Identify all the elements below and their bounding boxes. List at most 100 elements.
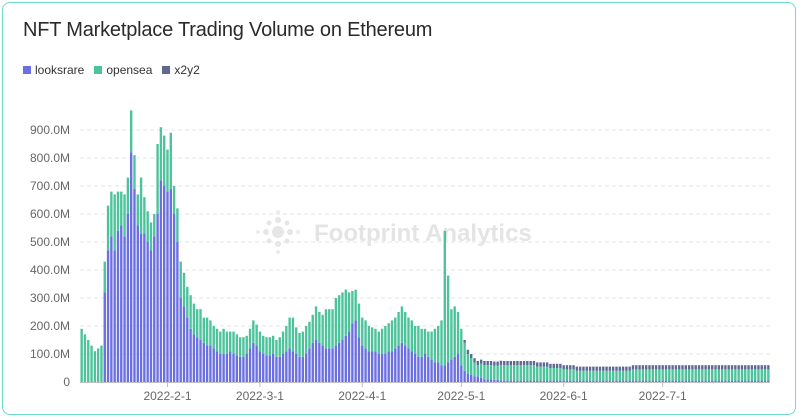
bar-opensea[interactable] bbox=[196, 309, 199, 338]
bar-looksrare[interactable] bbox=[328, 348, 331, 382]
bar-opensea[interactable] bbox=[347, 292, 351, 332]
bar-looksrare[interactable] bbox=[390, 351, 394, 382]
bar-looksrare[interactable] bbox=[450, 359, 453, 382]
bar-opensea[interactable] bbox=[592, 370, 595, 381]
bar-opensea[interactable] bbox=[407, 317, 410, 349]
bar-opensea[interactable] bbox=[621, 370, 625, 381]
bar-x2y2[interactable] bbox=[691, 365, 694, 370]
bar-opensea[interactable] bbox=[516, 365, 519, 381]
bar-looksrare[interactable] bbox=[380, 354, 384, 382]
bar-opensea[interactable] bbox=[222, 328, 225, 354]
bar-opensea[interactable] bbox=[331, 309, 334, 349]
bar-looksrare[interactable] bbox=[737, 380, 740, 382]
bar-x2y2[interactable] bbox=[654, 365, 658, 370]
bar-opensea[interactable] bbox=[453, 306, 456, 357]
bar-x2y2[interactable] bbox=[704, 365, 707, 370]
bar-looksrare[interactable] bbox=[463, 370, 466, 382]
bar-x2y2[interactable] bbox=[549, 363, 552, 368]
bar-looksrare[interactable] bbox=[466, 373, 470, 382]
bar-x2y2[interactable] bbox=[760, 365, 763, 370]
bar-looksrare[interactable] bbox=[668, 380, 671, 382]
bar-looksrare[interactable] bbox=[106, 250, 110, 382]
bar-opensea[interactable] bbox=[460, 328, 463, 366]
bar-looksrare[interactable] bbox=[496, 379, 499, 382]
bar-x2y2[interactable] bbox=[714, 365, 717, 370]
bar-opensea[interactable] bbox=[720, 369, 724, 381]
bar-looksrare[interactable] bbox=[529, 380, 532, 382]
bar-x2y2[interactable] bbox=[635, 365, 638, 370]
bar-x2y2[interactable] bbox=[740, 365, 744, 370]
bar-looksrare[interactable] bbox=[156, 214, 159, 382]
bar-looksrare[interactable] bbox=[545, 380, 549, 382]
bar-opensea[interactable] bbox=[767, 369, 770, 381]
bar-looksrare[interactable] bbox=[526, 380, 529, 382]
bar-looksrare[interactable] bbox=[539, 380, 542, 382]
bar-opensea[interactable] bbox=[245, 335, 248, 354]
bar-opensea[interactable] bbox=[380, 328, 384, 354]
bar-looksrare[interactable] bbox=[453, 356, 456, 382]
bar-looksrare[interactable] bbox=[311, 342, 314, 382]
bar-opensea[interactable] bbox=[565, 369, 569, 381]
bar-opensea[interactable] bbox=[110, 191, 113, 237]
bar-opensea[interactable] bbox=[394, 317, 397, 349]
bar-looksrare[interactable] bbox=[275, 356, 278, 382]
bar-looksrare[interactable] bbox=[215, 351, 219, 382]
bar-x2y2[interactable] bbox=[648, 365, 651, 370]
bar-opensea[interactable] bbox=[559, 368, 562, 381]
bar-opensea[interactable] bbox=[635, 369, 638, 381]
bar-looksrare[interactable] bbox=[697, 380, 701, 382]
bar-looksrare[interactable] bbox=[268, 355, 272, 382]
bar-opensea[interactable] bbox=[404, 312, 407, 346]
bar-looksrare[interactable] bbox=[404, 345, 407, 382]
bar-x2y2[interactable] bbox=[555, 363, 559, 368]
bar-opensea[interactable] bbox=[281, 331, 285, 354]
bar-looksrare[interactable] bbox=[120, 225, 123, 382]
bar-opensea[interactable] bbox=[493, 365, 496, 380]
bar-looksrare[interactable] bbox=[512, 380, 516, 382]
bar-x2y2[interactable] bbox=[503, 361, 506, 366]
bar-looksrare[interactable] bbox=[318, 342, 321, 382]
bar-looksrare[interactable] bbox=[347, 331, 351, 382]
bar-opensea[interactable] bbox=[727, 369, 730, 381]
bar-x2y2[interactable] bbox=[575, 366, 579, 371]
bar-opensea[interactable] bbox=[275, 340, 278, 357]
bar-x2y2[interactable] bbox=[559, 363, 562, 368]
bar-looksrare[interactable] bbox=[605, 380, 608, 382]
bar-opensea[interactable] bbox=[714, 369, 717, 381]
bar-looksrare[interactable] bbox=[678, 380, 681, 382]
bar-looksrare[interactable] bbox=[410, 351, 413, 382]
bar-x2y2[interactable] bbox=[532, 361, 536, 366]
bar-opensea[interactable] bbox=[93, 351, 97, 382]
bar-looksrare[interactable] bbox=[549, 380, 552, 382]
bar-x2y2[interactable] bbox=[479, 359, 483, 364]
bar-looksrare[interactable] bbox=[314, 340, 318, 382]
bar-looksrare[interactable] bbox=[747, 380, 750, 382]
bar-looksrare[interactable] bbox=[522, 380, 526, 382]
bar-opensea[interactable] bbox=[602, 370, 605, 381]
bar-x2y2[interactable] bbox=[674, 365, 678, 370]
bar-opensea[interactable] bbox=[212, 326, 215, 349]
bar-looksrare[interactable] bbox=[172, 214, 176, 382]
bar-opensea[interactable] bbox=[143, 197, 146, 234]
bar-x2y2[interactable] bbox=[483, 361, 486, 366]
bar-looksrare[interactable] bbox=[252, 342, 255, 382]
bar-looksrare[interactable] bbox=[136, 225, 139, 382]
bar-opensea[interactable] bbox=[410, 320, 413, 352]
bar-x2y2[interactable] bbox=[661, 365, 664, 370]
bar-opensea[interactable] bbox=[189, 295, 192, 329]
bar-x2y2[interactable] bbox=[717, 365, 721, 370]
bar-looksrare[interactable] bbox=[582, 380, 585, 382]
bar-x2y2[interactable] bbox=[645, 365, 648, 370]
bar-looksrare[interactable] bbox=[701, 380, 704, 382]
bar-looksrare[interactable] bbox=[235, 355, 239, 382]
bar-x2y2[interactable] bbox=[509, 361, 513, 366]
bar-x2y2[interactable] bbox=[697, 365, 701, 370]
bar-looksrare[interactable] bbox=[361, 345, 364, 382]
bar-opensea[interactable] bbox=[562, 369, 565, 381]
bar-looksrare[interactable] bbox=[440, 365, 443, 382]
bar-opensea[interactable] bbox=[163, 135, 166, 186]
bar-opensea[interactable] bbox=[179, 261, 182, 298]
bar-looksrare[interactable] bbox=[232, 354, 235, 382]
bar-opensea[interactable] bbox=[308, 321, 311, 349]
bar-looksrare[interactable] bbox=[245, 354, 248, 382]
